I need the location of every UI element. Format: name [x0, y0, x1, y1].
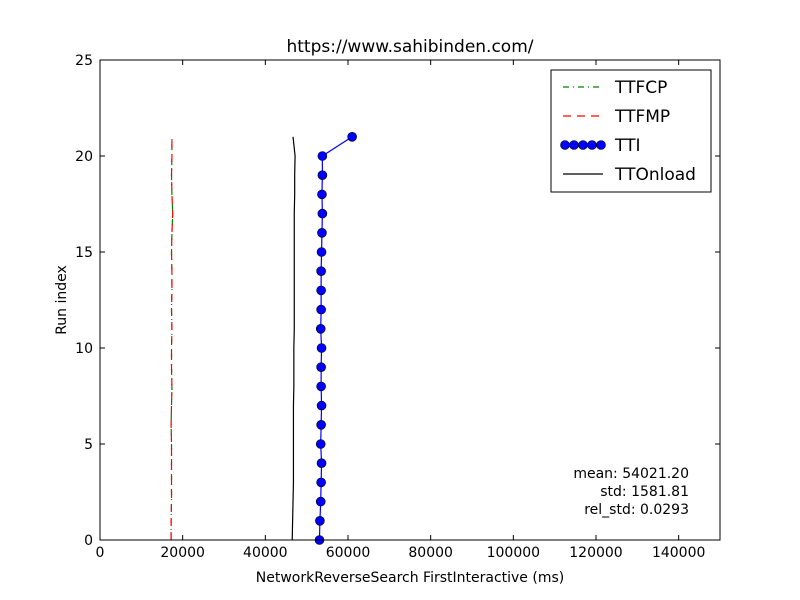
y-tick-label: 25: [75, 53, 93, 69]
x-tick-label: 40000: [243, 545, 288, 561]
y-tick-label: 15: [75, 245, 93, 261]
data-point-tti: [316, 400, 327, 411]
y-tick-label: 20: [75, 149, 93, 165]
x-tick-label: 60000: [326, 545, 371, 561]
data-point-tti: [315, 496, 326, 507]
axes-layer: 0 20000 40000 60000 80000 100000 120000 140000 0…: [75, 53, 720, 561]
legend-box: [550, 69, 712, 193]
x-tick-label: 120000: [569, 545, 622, 561]
legend-marker-tti: [569, 140, 579, 150]
data-point-tti: [347, 132, 357, 142]
legend-label-ttfcp: TTFCP: [614, 78, 667, 98]
legend-marker-tti: [578, 140, 588, 150]
stats-line: std: 1581.81: [600, 484, 689, 500]
data-point-tti: [317, 208, 328, 219]
y-tick-label: 10: [75, 341, 93, 357]
data-point-tti: [316, 266, 326, 277]
x-tick-label: 80000: [408, 545, 453, 561]
data-point-tti: [315, 515, 325, 526]
data-point-tti: [315, 323, 326, 334]
data-point-tti: [316, 285, 326, 296]
data-point-tti: [316, 477, 326, 488]
chart-title: https://www.sahibinden.com/: [286, 37, 533, 57]
data-point-tti: [317, 170, 328, 180]
x-tick-label: 100000: [487, 545, 540, 561]
x-axis-title: NetworkReverseSearch FirstInteractive (m…: [256, 570, 564, 586]
y-axis-title: Run index: [54, 265, 70, 335]
series-line-ttonload: [291, 136, 296, 541]
legend-marker-tti: [587, 140, 597, 150]
data-point-tti: [315, 439, 326, 449]
data-point-tti: [317, 151, 328, 161]
y-tick-label: 5: [84, 437, 93, 453]
x-tick-label: 0: [96, 545, 105, 561]
x-tick-label: 20000: [160, 545, 205, 561]
legend-marker-tti: [560, 140, 570, 150]
plot-frame: [99, 59, 721, 541]
data-point-tti: [316, 362, 326, 373]
data-point-tti: [316, 419, 326, 430]
data-point-tti: [317, 228, 327, 238]
data-point-tti: [316, 343, 327, 353]
series-layer: [170, 132, 357, 545]
series-line-ttfmp: [170, 136, 174, 540]
data-point-tti: [316, 458, 327, 469]
legend-label-ttonload: TTOnload: [614, 165, 696, 185]
series-line-tti: [318, 136, 353, 541]
data-point-tti: [316, 247, 327, 257]
data-point-tti: [316, 381, 326, 392]
data-point-tti: [316, 304, 326, 315]
legend-label-ttfmp: TTFMP: [614, 107, 670, 127]
x-tick-label: 140000: [652, 545, 705, 561]
stats-line: rel_std: 0.0293: [584, 502, 689, 518]
stats-line: mean: 54021.20: [573, 466, 689, 482]
legend-label-tti: TTI: [614, 136, 640, 156]
y-tick-label: 0: [84, 533, 93, 549]
legend-marker-tti: [596, 140, 606, 150]
legend: TTFCP TTFMP TTI TTOnload: [550, 69, 712, 193]
stats-annotations: mean: 54021.20 std: 1581.81 rel_std: 0.029…: [573, 466, 689, 518]
data-point-tti: [317, 189, 327, 200]
